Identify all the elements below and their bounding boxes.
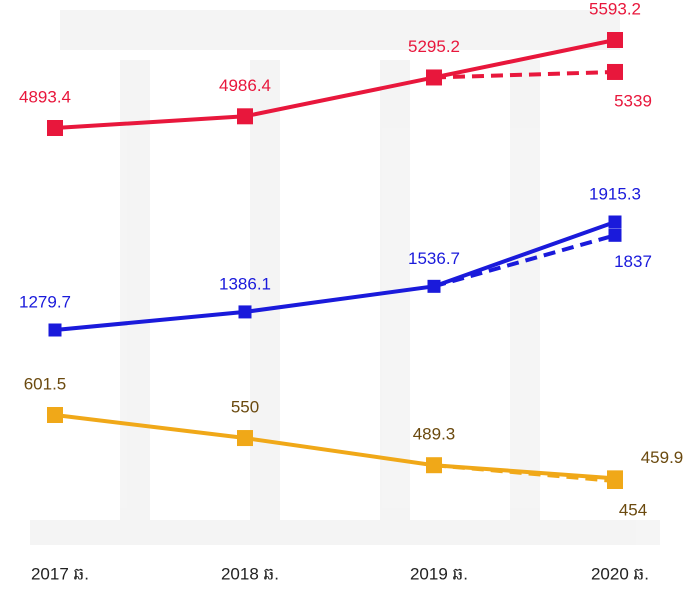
data-label: 1279.7 — [19, 292, 71, 311]
point — [609, 216, 622, 229]
x-tick-label: 2017 ឆ. — [31, 564, 89, 583]
point — [607, 32, 623, 48]
chart: 2017 ឆ. 2018 ឆ. 2019 ឆ. 2020 ឆ. 4893.4 4986.4… — [0, 0, 694, 586]
point — [237, 430, 253, 446]
point — [428, 280, 441, 293]
background — [30, 10, 660, 545]
data-label: 550 — [231, 398, 259, 417]
data-label: 5295.2 — [408, 37, 460, 56]
data-label: 1915.3 — [589, 184, 641, 203]
point — [47, 407, 63, 423]
data-label: 459.9 — [641, 448, 684, 467]
projection-point — [607, 473, 623, 489]
projection-point — [607, 64, 623, 80]
point — [426, 69, 442, 85]
x-tick-label: 2020 ឆ. — [591, 564, 649, 583]
data-label: 5593.2 — [589, 0, 641, 18]
point — [426, 457, 442, 473]
point — [47, 120, 63, 136]
x-tick-label: 2019 ឆ. — [410, 564, 468, 583]
data-label: 4893.4 — [19, 87, 71, 106]
data-label: 4986.4 — [219, 76, 271, 95]
data-label: 489.3 — [413, 425, 456, 444]
projection-point — [609, 229, 622, 242]
data-label: 454 — [619, 500, 647, 519]
data-label: 1837 — [614, 252, 652, 271]
x-tick-label: 2018 ឆ. — [221, 564, 279, 583]
point — [49, 324, 62, 337]
point — [237, 108, 253, 124]
data-label: 5339 — [614, 91, 652, 110]
data-label: 601.5 — [24, 374, 67, 393]
data-label: 1386.1 — [219, 274, 271, 293]
point — [239, 305, 252, 318]
data-label: 1536.7 — [408, 249, 460, 268]
